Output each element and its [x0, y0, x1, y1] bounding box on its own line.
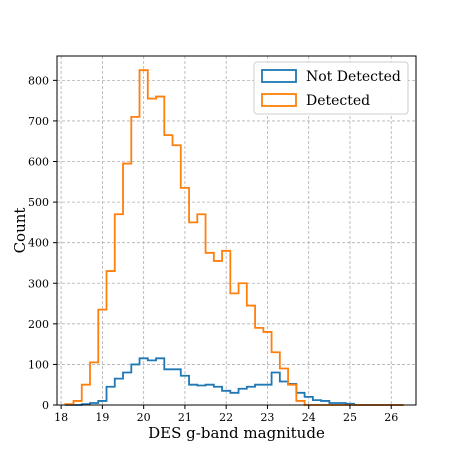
y-tick-label: 300 — [28, 277, 49, 290]
legend-swatch-detected — [261, 93, 297, 107]
plot-frame — [56, 55, 417, 406]
series-not-detected-step — [65, 357, 404, 406]
y-tick-label: 0 — [42, 399, 49, 412]
y-axis-ticks: 0 100 200 300 400 500 600 700 800 — [28, 74, 57, 412]
y-tick-label: 700 — [28, 115, 49, 128]
x-axis-ticks: 18 19 20 21 22 23 24 25 26 — [54, 405, 398, 424]
legend: Not Detected Detected — [253, 61, 409, 115]
x-tick-label: 25 — [343, 411, 357, 424]
y-axis-title: Count — [11, 208, 29, 254]
y-tick-label: 200 — [28, 318, 49, 331]
x-tick-label: 24 — [302, 411, 316, 424]
x-axis-title: DES g-band magnitude — [148, 424, 325, 442]
grid — [57, 56, 416, 406]
x-tick-label: 19 — [95, 411, 109, 424]
legend-label-not-detected: Not Detected — [306, 69, 401, 85]
x-tick-label: 18 — [54, 411, 68, 424]
x-tick-label: 20 — [137, 411, 151, 424]
x-tick-label: 26 — [384, 411, 398, 424]
x-tick-label: 23 — [260, 411, 274, 424]
x-tick-label: 21 — [178, 411, 192, 424]
y-tick-label: 400 — [28, 237, 49, 250]
x-tick-label: 22 — [219, 411, 233, 424]
y-tick-label: 800 — [28, 74, 49, 87]
legend-box — [253, 61, 409, 115]
legend-label-detected: Detected — [306, 93, 370, 109]
legend-swatch-not-detected — [261, 69, 297, 83]
y-tick-label: 500 — [28, 196, 49, 209]
y-tick-label: 100 — [28, 358, 49, 371]
y-tick-label: 600 — [28, 156, 49, 169]
